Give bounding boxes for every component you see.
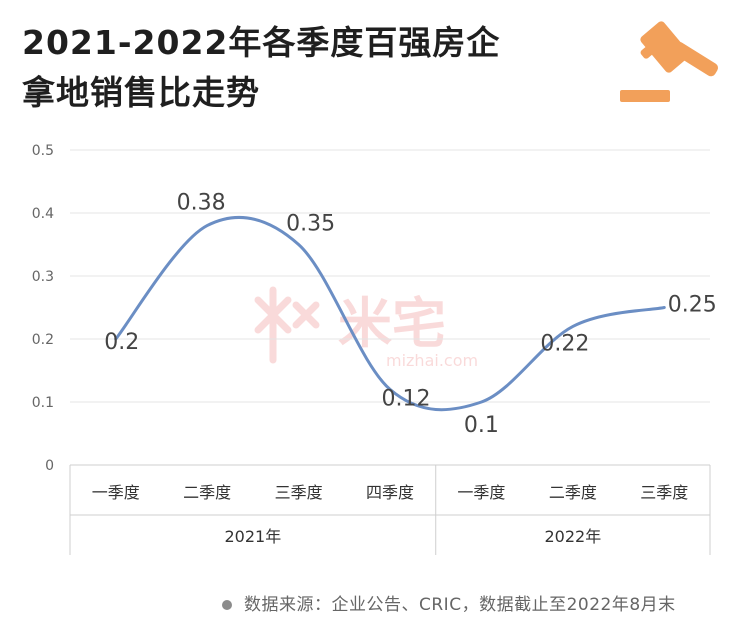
x-tick-label: 四季度 [366,483,414,502]
title-line-1: 2021-2022年各季度百强房企 [22,23,501,62]
x-tick-label: 三季度 [275,483,323,502]
group-label: 2021年 [224,527,281,546]
series-line [114,215,666,412]
source-note: 数据来源：企业公告、CRIC，数据截止至2022年8月末 [222,590,676,615]
x-tick-label: 一季度 [92,483,140,502]
data-label: 0.25 [668,293,717,318]
watermark-text: 米宅 [338,292,446,355]
group-label: 2022年 [544,527,601,546]
y-tick-label: 0.2 [32,332,54,348]
x-tick-label: 三季度 [640,483,688,502]
data-label: 0.12 [382,386,431,411]
y-tick-label: 0.3 [32,269,54,285]
watermark-url: mizhai.com [386,351,478,370]
data-label: 0.2 [104,330,139,355]
gavel-icon [620,21,719,102]
y-tick-label: 0.1 [32,395,54,411]
data-label: 0.1 [464,413,499,438]
data-label: 0.38 [177,191,226,216]
y-tick-label: 0 [45,458,54,474]
data-label: 0.22 [540,331,589,356]
data-label: 0.35 [286,212,335,237]
y-tick-label: 0.5 [32,143,54,159]
bullet-dot-icon [222,600,232,610]
watermark: 米宅 mizhai.com [254,286,478,370]
x-tick-label: 二季度 [183,483,231,502]
x-tick-label: 一季度 [457,483,505,502]
title-line-2: 拿地销售比走势 [22,73,260,112]
source-text: 数据来源：企业公告、CRIC，数据截止至2022年8月末 [244,595,676,615]
x-tick-label: 二季度 [549,483,597,502]
page-title: 2021-2022年各季度百强房企 拿地销售比走势 [22,18,582,118]
y-tick-label: 0.4 [32,206,54,222]
